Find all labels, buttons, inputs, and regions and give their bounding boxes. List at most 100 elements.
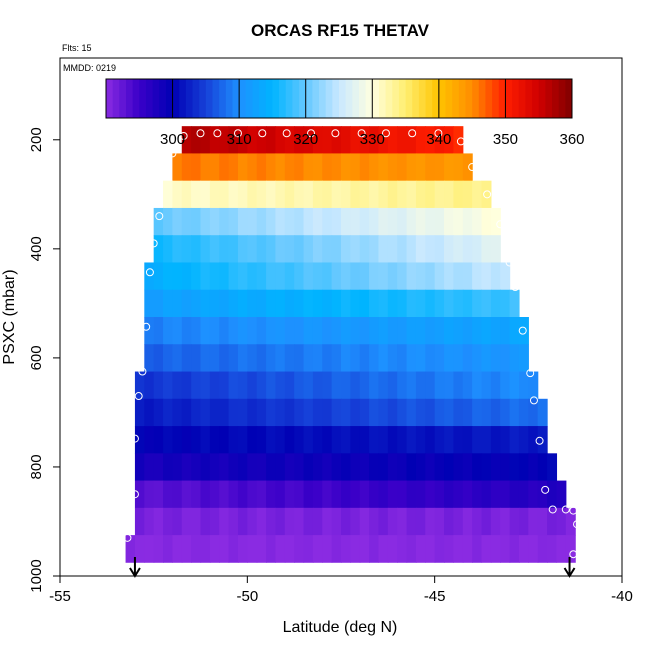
- heatmap-cell: [163, 317, 173, 345]
- heatmap-cell: [472, 235, 483, 263]
- heatmap-cell: [490, 453, 501, 481]
- heatmap-cell: [294, 480, 305, 509]
- heatmap-cell: [181, 289, 192, 318]
- heatmap-cell: [509, 426, 520, 454]
- colorbar-swatch: [532, 79, 540, 118]
- heatmap-cell: [518, 507, 529, 536]
- heatmap-cell: [219, 371, 230, 400]
- y-axis: 200 400 600 800 1000: [28, 127, 61, 593]
- colorbar-swatch: [492, 79, 500, 118]
- heatmap-cell: [369, 180, 380, 209]
- heatmap-cell: [537, 453, 548, 481]
- heatmap-cell: [228, 289, 239, 318]
- heatmap-cell: [284, 289, 295, 318]
- colorbar-swatch: [378, 79, 387, 118]
- heatmap-cell: [369, 344, 380, 372]
- heatmap-cell: [153, 262, 164, 291]
- heatmap-cell: [294, 344, 305, 372]
- heatmap-cell: [369, 426, 380, 454]
- heatmap-cell: [228, 344, 239, 372]
- heatmap-cell: [331, 398, 342, 427]
- heatmap-cell: [200, 126, 211, 154]
- heatmap-cell: [415, 262, 426, 291]
- heatmap-cell: [228, 371, 239, 400]
- heatmap-cell: [528, 371, 539, 400]
- heatmap-cell: [209, 480, 220, 509]
- heatmap-cell: [350, 235, 361, 263]
- heatmap-cell: [256, 426, 267, 454]
- colorbar-swatch: [219, 79, 227, 118]
- heatmap-cell: [172, 426, 183, 454]
- heatmap-cell: [397, 180, 408, 209]
- heatmap-cell: [556, 507, 567, 536]
- heatmap-cell: [247, 180, 258, 209]
- heatmap-cell: [415, 153, 426, 182]
- heatmap-cell: [490, 507, 501, 536]
- heatmap-cell: [312, 535, 323, 563]
- heatmap-cell: [359, 207, 370, 236]
- heatmap-cell: [462, 153, 473, 182]
- heatmap-cell: [181, 398, 192, 427]
- colorbar-swatch: [392, 79, 400, 118]
- heatmap-cell: [547, 507, 558, 536]
- heatmap-cell: [406, 371, 417, 400]
- heatmap-cell: [378, 398, 389, 427]
- heatmap-cell: [462, 371, 473, 400]
- heatmap-cell: [434, 235, 445, 263]
- heatmap-cell: [490, 235, 501, 263]
- track-point: [483, 190, 492, 199]
- heatmap-cell: [359, 235, 370, 263]
- heatmap-cell: [556, 480, 567, 509]
- heatmap-cell: [415, 235, 426, 263]
- heatmap-cell: [444, 344, 454, 372]
- colorbar-swatch: [185, 79, 194, 118]
- heatmap-cell: [453, 535, 464, 563]
- heatmap-cell: [378, 426, 389, 454]
- heatmap-cell: [425, 317, 436, 345]
- heatmap-cell: [303, 344, 314, 372]
- heatmap-cell: [163, 371, 173, 400]
- heatmap-cell: [191, 153, 202, 182]
- heatmap-cell: [228, 535, 239, 563]
- heatmap-cell: [209, 426, 220, 454]
- heatmap-cell: [247, 426, 258, 454]
- colorbar-swatch: [292, 79, 300, 118]
- heatmap-cell: [490, 371, 501, 400]
- heatmap-cell: [472, 535, 483, 563]
- heatmap-cell: [153, 535, 164, 563]
- heatmap-cell: [322, 453, 333, 481]
- heatmap-cell: [153, 398, 164, 427]
- heatmap-cell: [434, 262, 445, 291]
- heatmap-cell: [500, 371, 511, 400]
- heatmap-cell: [322, 126, 333, 154]
- heatmap-cell: [237, 426, 248, 454]
- heatmap-cell: [453, 426, 464, 454]
- heatmap-cell: [237, 207, 248, 236]
- heatmap-cell: [415, 180, 426, 209]
- heatmap-cell: [275, 153, 286, 182]
- y-tick-label: 400: [28, 236, 45, 261]
- heatmap-cell: [500, 507, 511, 536]
- heatmap-cell: [444, 235, 454, 263]
- colorbar-swatch: [352, 79, 360, 118]
- y-axis-label: PSXC (mbar): [1, 269, 18, 364]
- heatmap-cell: [425, 371, 436, 400]
- heatmap-cell: [219, 426, 230, 454]
- heatmap-cell: [453, 153, 464, 182]
- heatmap-cell: [237, 126, 248, 154]
- heatmap-cell: [312, 180, 323, 209]
- heatmap-cell: [266, 126, 277, 154]
- heatmap-cell: [275, 426, 286, 454]
- heatmap-cell: [462, 180, 473, 209]
- heatmap-cell: [266, 371, 277, 400]
- heatmap-cell: [350, 371, 361, 400]
- heatmap-cell: [181, 344, 192, 372]
- heatmap-cell: [163, 235, 173, 263]
- heatmap-cell: [425, 507, 436, 536]
- track-point: [434, 129, 443, 138]
- heatmap-cell: [266, 180, 277, 209]
- heatmap-cell: [209, 262, 220, 291]
- x-tick-label: -45: [424, 588, 446, 605]
- heatmap-cell: [294, 289, 305, 318]
- heatmap-cell: [181, 480, 192, 509]
